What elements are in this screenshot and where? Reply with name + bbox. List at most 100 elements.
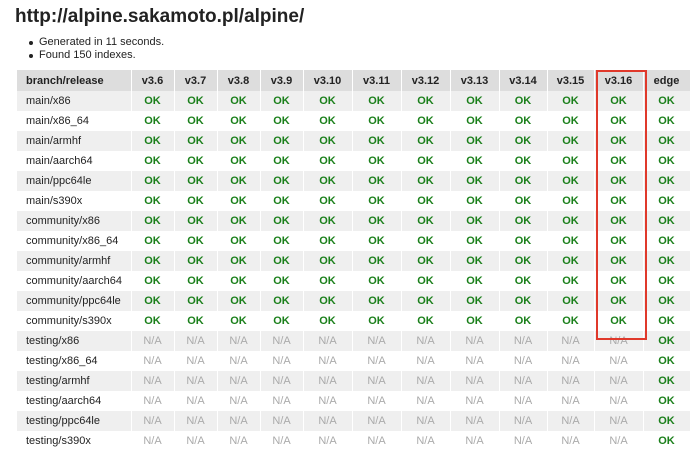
status-ok-cell: OK bbox=[352, 191, 402, 211]
status-na-cell: N/A bbox=[547, 331, 595, 351]
status-na-cell: N/A bbox=[352, 371, 402, 391]
status-ok-cell: OK bbox=[401, 291, 451, 311]
table-row: main/s390x OK OK OK OK OK OK OK OK OK OK OK OK bbox=[17, 191, 691, 211]
status-ok-cell: OK bbox=[499, 111, 548, 131]
status-ok-cell: OK bbox=[217, 151, 261, 171]
row-label: testing/aarch64 bbox=[17, 391, 132, 411]
row-label: community/armhf bbox=[17, 251, 132, 271]
status-ok-cell: OK bbox=[547, 151, 595, 171]
column-header-v3-13: v3.13 bbox=[450, 70, 500, 91]
table-row: community/x86 OK OK OK OK OK OK OK OK OK OK OK OK bbox=[17, 211, 691, 231]
status-na-cell: N/A bbox=[352, 391, 402, 411]
table-row: community/armhf OK OK OK OK OK OK OK OK OK OK OK OK bbox=[17, 251, 691, 271]
release-table-container: branch/release v3.6 v3.7 v3.8 v3.9 v3.10 v3.1… bbox=[17, 70, 691, 451]
row-label: main/x86_64 bbox=[17, 111, 132, 131]
status-ok-cell: OK bbox=[450, 251, 500, 271]
status-ok-cell: OK bbox=[131, 271, 175, 291]
header-row: branch/release v3.6 v3.7 v3.8 v3.9 v3.10 v3.1… bbox=[17, 70, 691, 91]
status-ok-cell: OK bbox=[643, 291, 691, 311]
status-ok-cell: OK bbox=[594, 131, 644, 151]
status-ok-cell: OK bbox=[352, 271, 402, 291]
status-ok-cell: OK bbox=[352, 211, 402, 231]
status-ok-cell: OK bbox=[260, 251, 304, 271]
status-ok-cell: OK bbox=[594, 291, 644, 311]
status-na-cell: N/A bbox=[499, 431, 548, 451]
status-ok-cell: OK bbox=[217, 131, 261, 151]
table-row: main/armhf OK OK OK OK OK OK OK OK OK OK OK OK bbox=[17, 131, 691, 151]
status-ok-cell: OK bbox=[547, 291, 595, 311]
status-ok-cell: OK bbox=[303, 191, 353, 211]
row-label: main/armhf bbox=[17, 131, 132, 151]
status-ok-cell: OK bbox=[217, 111, 261, 131]
status-na-cell: N/A bbox=[401, 411, 451, 431]
status-ok-cell: OK bbox=[401, 91, 451, 111]
status-ok-cell: OK bbox=[643, 431, 691, 451]
status-ok-cell: OK bbox=[643, 371, 691, 391]
status-na-cell: N/A bbox=[303, 391, 353, 411]
status-ok-cell: OK bbox=[594, 171, 644, 191]
status-ok-cell: OK bbox=[594, 231, 644, 251]
table-row: main/aarch64 OK OK OK OK OK OK OK OK OK OK OK OK bbox=[17, 151, 691, 171]
status-ok-cell: OK bbox=[174, 251, 218, 271]
status-na-cell: N/A bbox=[260, 331, 304, 351]
row-label: testing/armhf bbox=[17, 371, 132, 391]
status-ok-cell: OK bbox=[131, 171, 175, 191]
status-ok-cell: OK bbox=[217, 171, 261, 191]
status-ok-cell: OK bbox=[499, 171, 548, 191]
column-header-v3-9: v3.9 bbox=[260, 70, 304, 91]
status-na-cell: N/A bbox=[547, 431, 595, 451]
status-na-cell: N/A bbox=[174, 411, 218, 431]
status-ok-cell: OK bbox=[594, 251, 644, 271]
table-row: testing/s390x N/A N/A N/A N/A N/A N/A N/A N/A N/A… bbox=[17, 431, 691, 451]
column-header-edge: edge bbox=[643, 70, 691, 91]
status-ok-cell: OK bbox=[401, 311, 451, 331]
status-na-cell: N/A bbox=[174, 331, 218, 351]
row-label: community/x86_64 bbox=[17, 231, 132, 251]
status-ok-cell: OK bbox=[260, 211, 304, 231]
column-header-v3-14: v3.14 bbox=[499, 70, 548, 91]
status-ok-cell: OK bbox=[217, 211, 261, 231]
status-ok-cell: OK bbox=[131, 311, 175, 331]
status-ok-cell: OK bbox=[643, 91, 691, 111]
status-ok-cell: OK bbox=[450, 151, 500, 171]
status-ok-cell: OK bbox=[499, 231, 548, 251]
status-ok-cell: OK bbox=[131, 251, 175, 271]
table-row: community/s390x OK OK OK OK OK OK OK OK OK OK OK OK bbox=[17, 311, 691, 331]
status-ok-cell: OK bbox=[401, 211, 451, 231]
status-ok-cell: OK bbox=[594, 91, 644, 111]
status-ok-cell: OK bbox=[594, 111, 644, 131]
table-row: main/x86 OK OK OK OK OK OK OK OK OK OK OK OK bbox=[17, 91, 691, 111]
generated-time-text: Generated in 11 seconds. bbox=[39, 36, 165, 48]
status-ok-cell: OK bbox=[303, 91, 353, 111]
status-na-cell: N/A bbox=[217, 351, 261, 371]
status-ok-cell: OK bbox=[217, 311, 261, 331]
status-ok-cell: OK bbox=[401, 111, 451, 131]
status-ok-cell: OK bbox=[131, 291, 175, 311]
status-ok-cell: OK bbox=[131, 131, 175, 151]
status-ok-cell: OK bbox=[260, 151, 304, 171]
status-ok-cell: OK bbox=[352, 171, 402, 191]
status-ok-cell: OK bbox=[643, 271, 691, 291]
status-ok-cell: OK bbox=[303, 271, 353, 291]
status-ok-cell: OK bbox=[643, 351, 691, 371]
status-ok-cell: OK bbox=[260, 171, 304, 191]
column-header-v3-8: v3.8 bbox=[217, 70, 261, 91]
status-ok-cell: OK bbox=[547, 251, 595, 271]
status-ok-cell: OK bbox=[174, 91, 218, 111]
status-ok-cell: OK bbox=[594, 211, 644, 231]
status-ok-cell: OK bbox=[547, 171, 595, 191]
status-ok-cell: OK bbox=[303, 111, 353, 131]
status-ok-cell: OK bbox=[352, 251, 402, 271]
status-ok-cell: OK bbox=[499, 211, 548, 231]
status-ok-cell: OK bbox=[594, 191, 644, 211]
column-header-v3-11: v3.11 bbox=[352, 70, 402, 91]
row-label: main/ppc64le bbox=[17, 171, 132, 191]
status-ok-cell: OK bbox=[450, 191, 500, 211]
status-ok-cell: OK bbox=[547, 271, 595, 291]
status-ok-cell: OK bbox=[401, 171, 451, 191]
status-ok-cell: OK bbox=[352, 91, 402, 111]
status-ok-cell: OK bbox=[303, 151, 353, 171]
status-ok-cell: OK bbox=[401, 191, 451, 211]
status-na-cell: N/A bbox=[352, 431, 402, 451]
status-ok-cell: OK bbox=[217, 91, 261, 111]
